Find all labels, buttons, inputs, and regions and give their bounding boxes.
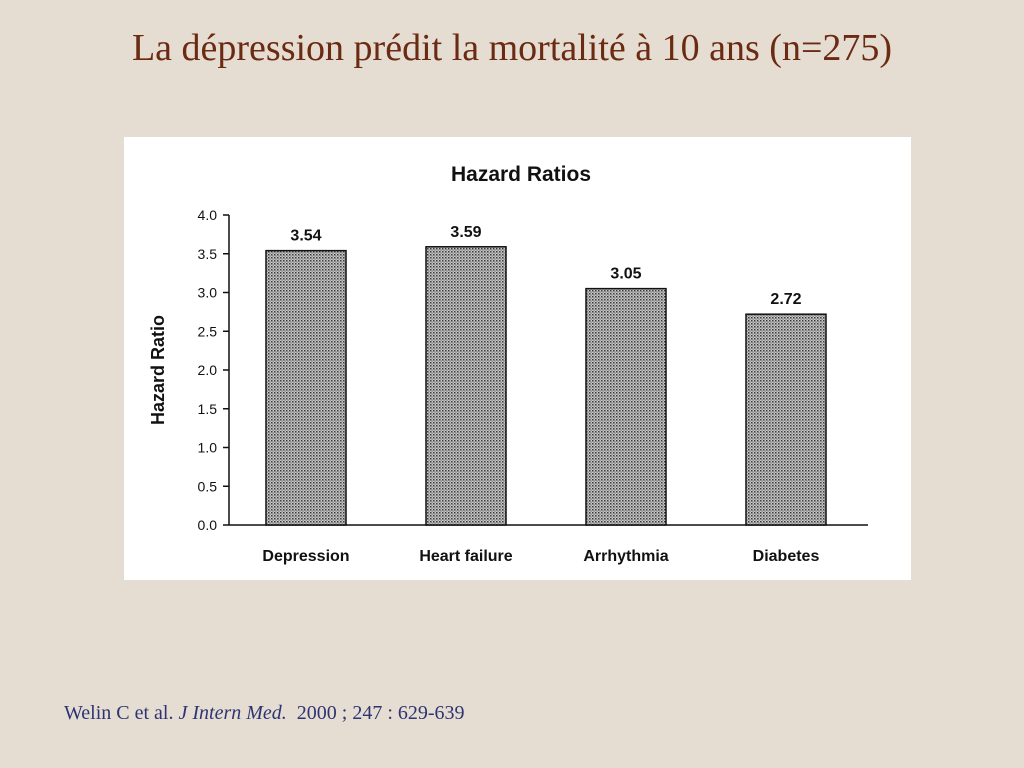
y-tick-label: 3.0 xyxy=(198,285,218,301)
x-tick-label: Heart failure xyxy=(419,548,512,565)
bar-arrhythmia xyxy=(585,287,667,526)
y-tick-label: 3.5 xyxy=(198,246,218,262)
x-tick-label: Diabetes xyxy=(753,548,820,565)
data-label: 3.54 xyxy=(290,228,321,245)
data-label: 3.59 xyxy=(450,224,481,241)
bar-depression xyxy=(265,249,347,526)
data-label: 3.05 xyxy=(610,266,641,283)
y-tick-label: 0.5 xyxy=(198,478,218,494)
y-tick-label: 4.0 xyxy=(198,207,218,223)
y-tick-label: 1.5 xyxy=(198,401,218,417)
slide-title: La dépression prédit la mortalité à 10 a… xyxy=(131,27,893,69)
citation-authors: Welin C et al. xyxy=(64,702,174,724)
y-tick-label: 2.0 xyxy=(198,362,218,378)
chart-title: Hazard Ratios xyxy=(451,163,591,186)
y-tick-label: 2.5 xyxy=(198,323,218,339)
data-label: 2.72 xyxy=(770,291,801,308)
bar-diabetes xyxy=(745,313,827,526)
y-tick-label: 1.0 xyxy=(198,440,218,456)
x-tick-label: Depression xyxy=(262,548,349,565)
chart-panel: Hazard Ratios Hazard Ratio 0.0 0.5 1.0 1.5 2… xyxy=(124,137,911,580)
bars xyxy=(265,246,827,526)
y-axis-label: Hazard Ratio xyxy=(148,315,168,425)
citation-journal: J Intern Med. xyxy=(178,702,287,724)
bar-heart-failure xyxy=(425,246,507,526)
hazard-ratio-chart: Hazard Ratios Hazard Ratio 0.0 0.5 1.0 1.5 2… xyxy=(148,163,868,565)
citation-details: 2000 ; 247 : 629-639 xyxy=(296,702,465,724)
x-tick-labels: Depression Heart failure Arrhythmia Diabete… xyxy=(262,548,819,565)
citation: Welin C et al. J Intern Med. 2000 ; 247 … xyxy=(64,702,465,725)
data-labels: 3.54 3.59 3.05 2.72 xyxy=(290,224,801,308)
y-tick-label: 0.0 xyxy=(198,517,218,533)
x-tick-label: Arrhythmia xyxy=(583,548,668,565)
